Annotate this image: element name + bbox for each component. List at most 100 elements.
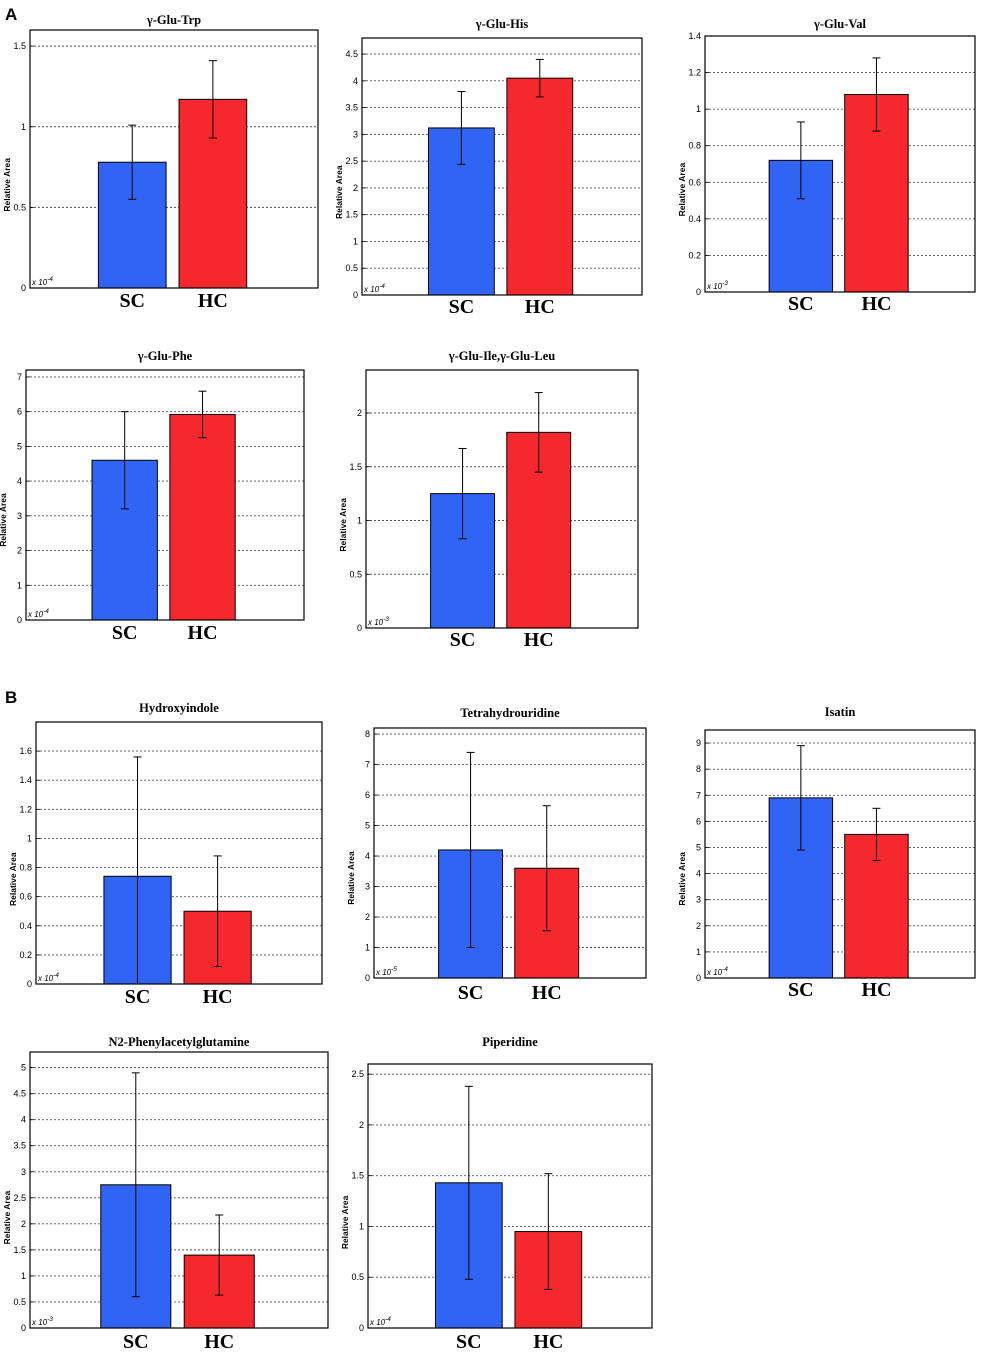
multiplier-label: x 10-4 <box>369 1316 391 1327</box>
chart-title: N2-Phenylacetylglutamine <box>109 1035 250 1049</box>
y-tick-label: 0.2 <box>19 950 32 960</box>
category-label-hc: HC <box>532 982 562 1004</box>
y-axis-label: Relative Area <box>346 851 356 905</box>
category-label-hc: HC <box>525 296 555 318</box>
y-tick-label: 2 <box>365 912 370 922</box>
y-tick-label: 1.2 <box>688 68 701 78</box>
plot-frame <box>361 37 643 296</box>
multiplier-label: x 10-5 <box>375 966 397 977</box>
y-tick-label: 0.8 <box>688 141 701 151</box>
multiplier-label: x 10-3 <box>367 616 389 627</box>
y-tick-label: 3.5 <box>345 103 358 113</box>
plot-frame <box>373 727 647 979</box>
plot-frame <box>25 369 305 621</box>
y-axis-label: Relative Area <box>0 493 8 547</box>
y-tick-label: 0 <box>365 973 370 983</box>
y-tick-label: 1 <box>365 943 370 953</box>
y-tick-label: 1 <box>357 516 362 526</box>
category-label-hc: HC <box>524 629 554 651</box>
y-tick-label: 1 <box>21 122 26 132</box>
y-tick-label: 3 <box>696 895 701 905</box>
y-tick-label: 3 <box>365 882 370 892</box>
chart-title: Isatin <box>825 705 856 719</box>
y-tick-label: 0.4 <box>688 214 701 224</box>
multiplier-label: x 10-4 <box>363 283 385 294</box>
plot-frame <box>29 1051 329 1329</box>
chart-n2-phenylacetylglutamine: 0 0.5 1 1.5 2 2.5 3 3.5 4 4.5 5 SC HC N2-Phenylacetyl… <box>2 1035 329 1352</box>
y-tick-label: 1.5 <box>351 1171 364 1181</box>
y-tick-label: 0 <box>696 973 701 983</box>
multiplier-label: x 10-4 <box>37 972 59 983</box>
y-tick-label: 1 <box>17 580 22 590</box>
category-label-sc: SC <box>125 986 151 1008</box>
y-tick-label: 1 <box>27 833 32 843</box>
y-tick-label: 8 <box>696 764 701 774</box>
y-tick-label: 2 <box>696 921 701 931</box>
y-tick-label: 1 <box>359 1221 364 1231</box>
chart-gamma-glu-ile-gamma-glu-leu: 0 0.5 1 1.5 2 SC HC γ-Glu-Ile,γ-Glu-Leu Relative… <box>338 349 639 651</box>
y-tick-label: 0.6 <box>688 177 701 187</box>
y-axis-label: Relative Area <box>2 1191 12 1245</box>
category-label-hc: HC <box>188 622 218 644</box>
plot-frame <box>365 369 639 629</box>
plot-frame <box>367 1063 653 1329</box>
category-label-sc: SC <box>119 290 145 312</box>
y-tick-label: 2 <box>359 1120 364 1130</box>
y-tick-label: 4 <box>353 76 358 86</box>
category-label-sc: SC <box>788 979 814 1001</box>
chart-gamma-glu-his: 0 0.5 1 1.5 2 2.5 3 3.5 4 4.5 SC HC γ-Glu-His Relativ… <box>334 17 643 318</box>
y-tick-label: 2.5 <box>345 156 358 166</box>
chart-piperidine: 0 0.5 1 1.5 2 2.5 SC HC Piperidine Relative Area x… <box>340 1035 653 1352</box>
y-tick-label: 6 <box>365 790 370 800</box>
multiplier-label: x 10-4 <box>706 966 728 977</box>
y-axis-label: Relative Area <box>334 165 344 219</box>
category-label-sc: SC <box>788 293 814 315</box>
chart-title: γ-Glu-Trp <box>146 13 201 27</box>
y-tick-label: 0.5 <box>351 1272 364 1282</box>
category-label-hc: HC <box>533 1331 563 1352</box>
chart-title: Piperidine <box>482 1035 538 1049</box>
chart-title: γ-Glu-Val <box>813 17 866 31</box>
y-tick-label: 4 <box>696 869 701 879</box>
chart-title: γ-Glu-Phe <box>137 349 193 363</box>
y-tick-label: 0.6 <box>19 892 32 902</box>
y-tick-label: 7 <box>17 372 22 382</box>
category-label-sc: SC <box>112 622 138 644</box>
y-tick-label: 6 <box>696 816 701 826</box>
chart-title: Hydroxyindole <box>139 701 219 715</box>
panel-label-a: A <box>5 5 17 24</box>
y-tick-label: 0 <box>21 1323 26 1333</box>
chart-title: γ-Glu-His <box>475 17 529 31</box>
plot-frame <box>704 35 976 293</box>
y-tick-label: 1.6 <box>19 746 32 756</box>
category-label-hc: HC <box>861 293 891 315</box>
category-label-sc: SC <box>450 629 476 651</box>
y-tick-label: 0.5 <box>13 1297 26 1307</box>
y-tick-label: 2.5 <box>13 1193 26 1203</box>
y-tick-label: 8 <box>365 729 370 739</box>
chart-hydroxyindole: 0 0.2 0.4 0.6 0.8 1 1.2 1.4 1.6 SC HC Hydroxyindole… <box>8 701 323 1008</box>
y-tick-label: 0 <box>696 287 701 297</box>
y-tick-label: 0 <box>353 290 358 300</box>
panel-label-b: B <box>5 688 17 707</box>
chart-title: γ-Glu-Ile,γ-Glu-Leu <box>448 349 556 363</box>
category-label-hc: HC <box>198 290 228 312</box>
y-tick-label: 2 <box>21 1219 26 1229</box>
y-tick-label: 4 <box>17 476 22 486</box>
y-tick-label: 1.5 <box>345 210 358 220</box>
y-tick-label: 1 <box>353 236 358 246</box>
chart-gamma-glu-val: 0 0.2 0.4 0.6 0.8 1 1.2 1.4 SC HC γ-Glu-Val Relativ… <box>677 17 976 315</box>
y-axis-label: Relative Area <box>8 852 18 906</box>
category-label-sc: SC <box>123 1331 149 1352</box>
y-tick-label: 7 <box>696 790 701 800</box>
y-tick-label: 0.5 <box>349 569 362 579</box>
y-axis-label: Relative Area <box>338 498 348 552</box>
multiplier-label: x 10-3 <box>31 1316 53 1327</box>
y-axis-label: Relative Area <box>677 852 687 906</box>
category-label-hc: HC <box>203 986 233 1008</box>
y-axis-label: Relative Area <box>677 163 687 217</box>
y-tick-label: 1.5 <box>349 462 362 472</box>
y-tick-label: 1 <box>696 947 701 957</box>
y-tick-label: 0.4 <box>19 921 32 931</box>
